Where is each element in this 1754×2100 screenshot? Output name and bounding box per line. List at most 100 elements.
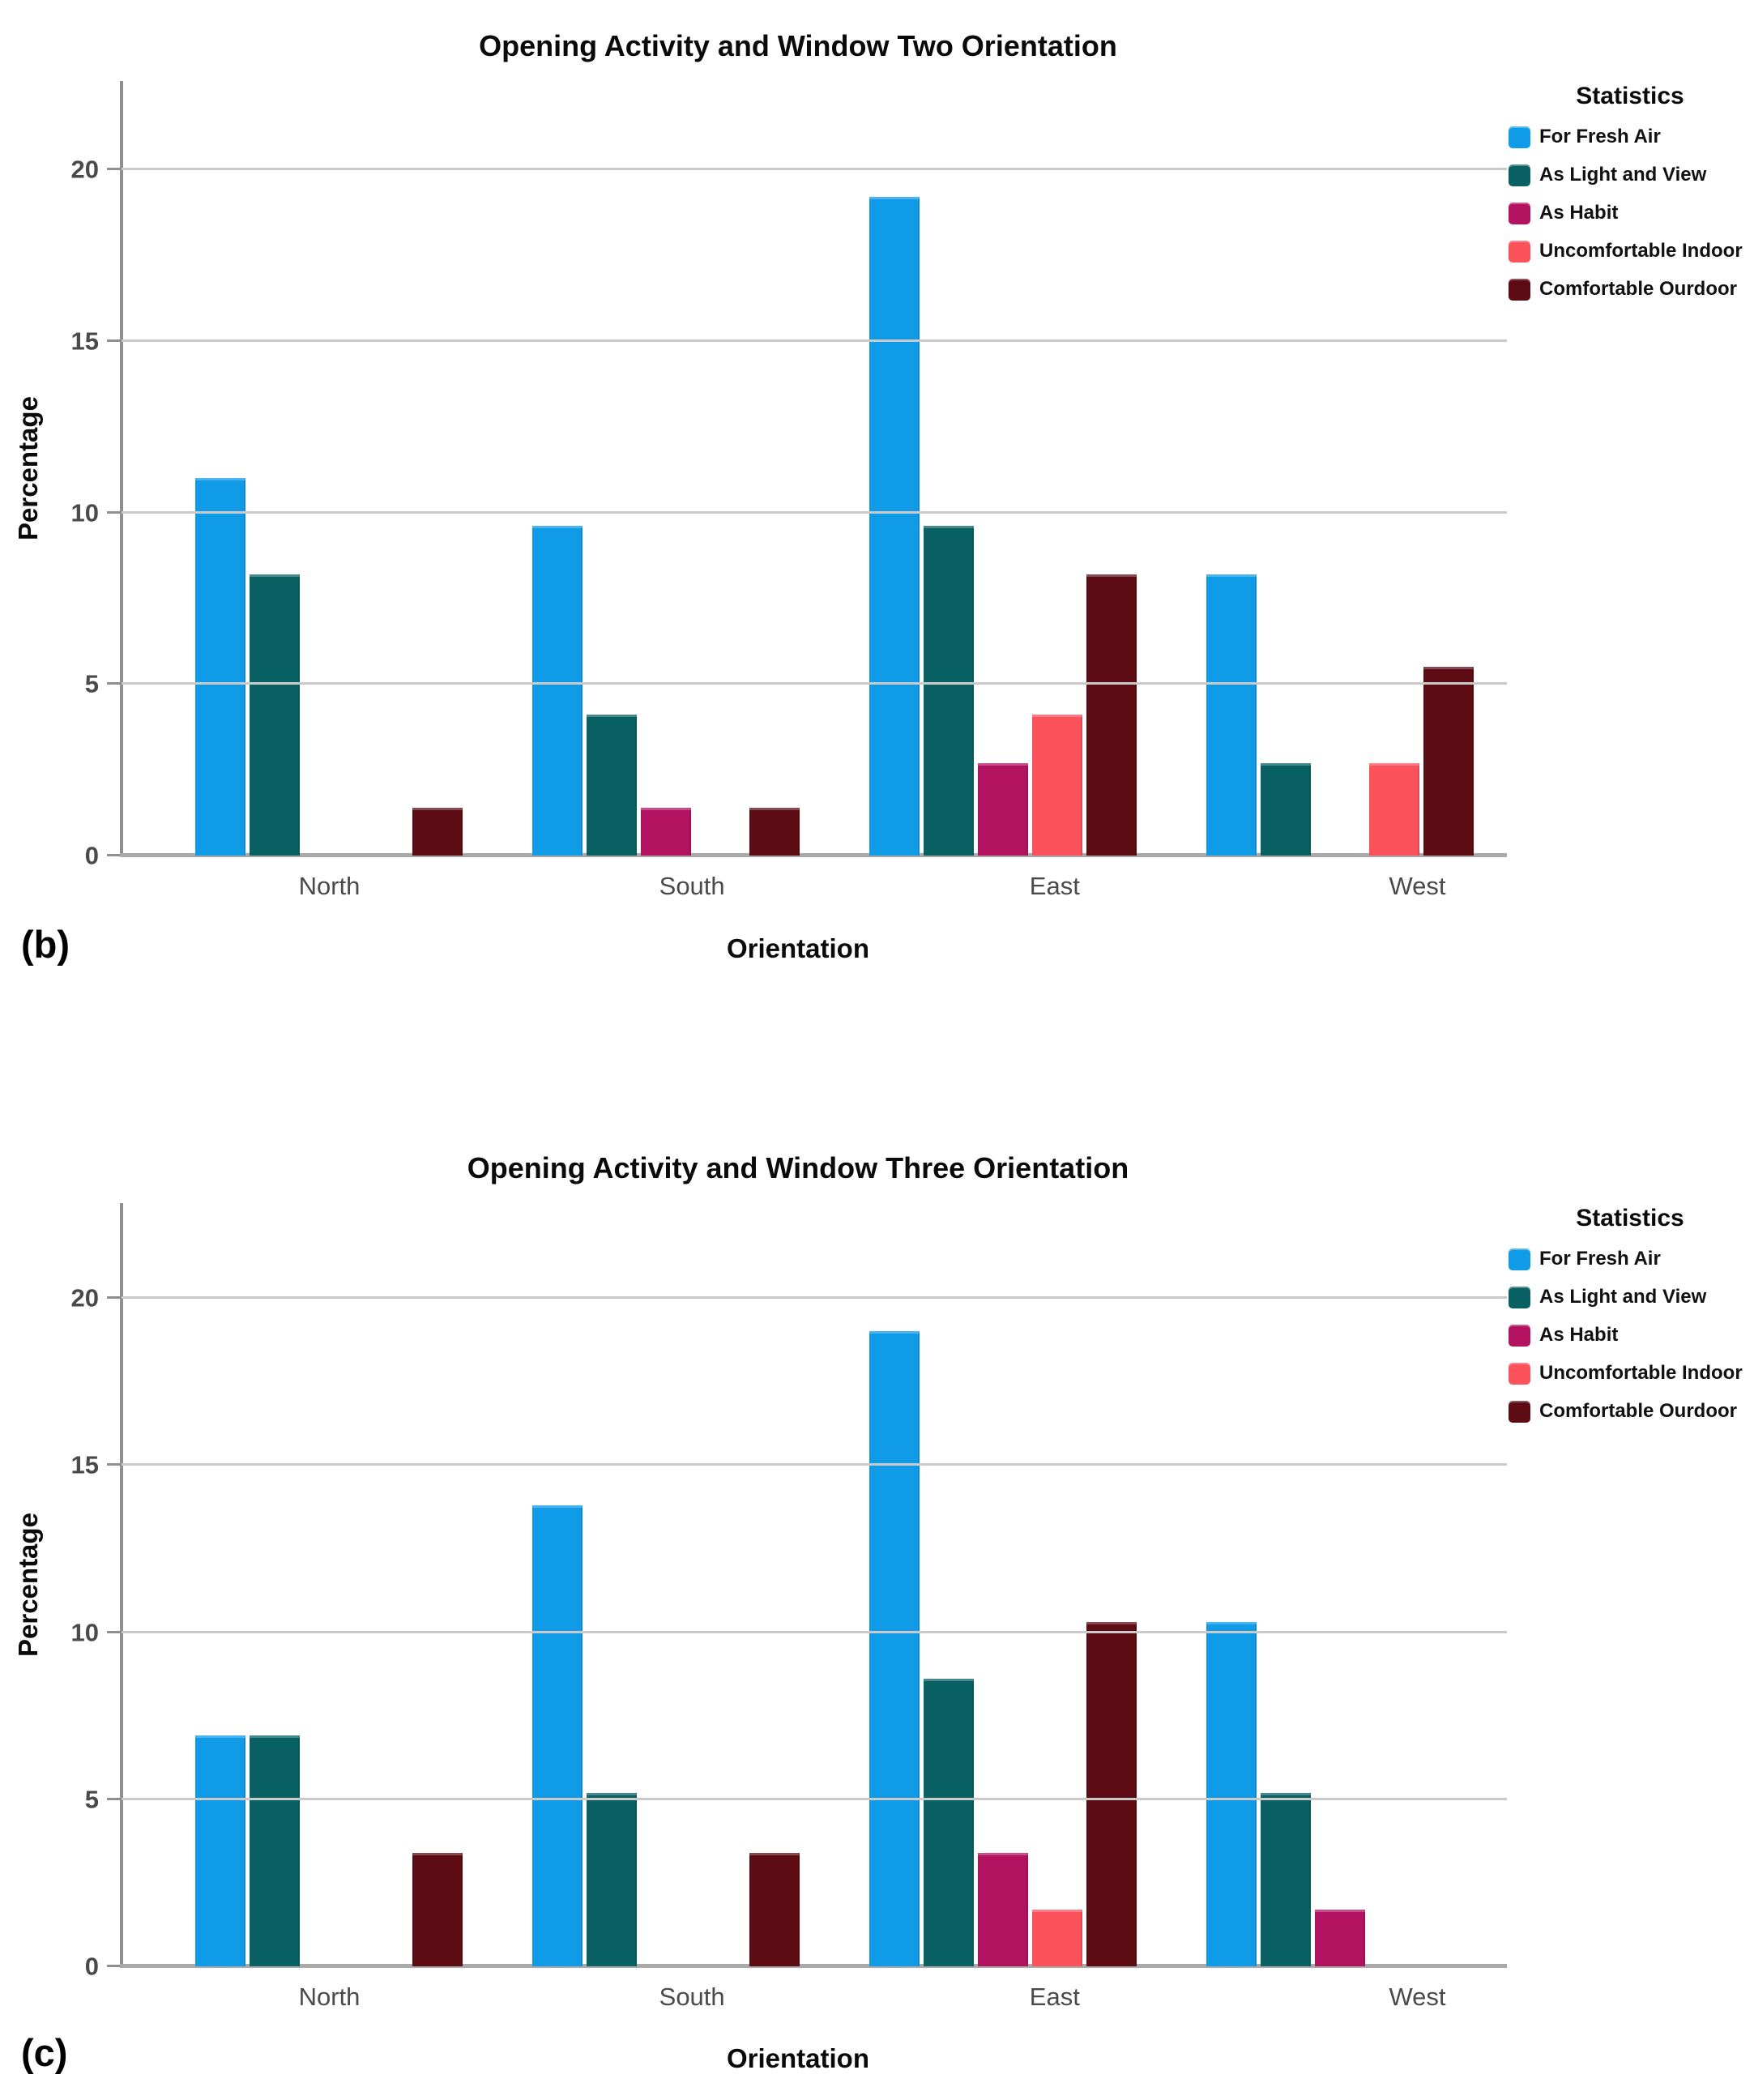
legend-entries: For Fresh Air As Light and View As Habit Un… — [1509, 1248, 1752, 1423]
y-tick-label-10: 10 — [70, 498, 99, 527]
legend-swatch-icon — [1509, 1325, 1530, 1347]
bar — [587, 715, 637, 856]
legend-entry-label: For Fresh Air — [1539, 126, 1661, 148]
chart-title-c: Opening Activity and Window Three Orient… — [467, 1151, 1129, 1184]
bar — [1206, 574, 1257, 856]
legend-entry: Uncomfortable Indoor — [1509, 240, 1752, 262]
x-category-label-north: North — [298, 872, 361, 900]
legend-c: Statistics For Fresh Air As Light and Vie… — [1509, 1205, 1752, 1423]
legend-entry-label: As Habit — [1539, 202, 1619, 224]
bar-group-south — [532, 1203, 800, 1966]
bar — [1032, 715, 1082, 856]
y-tick-label-0: 0 — [84, 841, 99, 870]
y-tick-mark-20 — [107, 168, 120, 170]
legend-entry-label: As Light and View — [1539, 164, 1707, 186]
chart-title-b: Opening Activity and Window Two Orientat… — [479, 29, 1117, 62]
panel-label-c: (c) — [21, 2031, 68, 2074]
y-tick-mark-0 — [107, 854, 120, 856]
legend-swatch-icon — [1509, 1363, 1530, 1385]
legend-entry: As Light and View — [1509, 1286, 1752, 1308]
legend-entry: As Light and View — [1509, 164, 1752, 186]
bar — [924, 526, 974, 856]
legend-entry: As Habit — [1509, 202, 1752, 224]
x-axis-title-c: Orientation — [726, 2043, 869, 2073]
x-category-label-east: East — [1029, 872, 1080, 900]
x-category-label-west: West — [1389, 872, 1446, 900]
bar — [978, 762, 1028, 856]
bar — [1423, 667, 1474, 856]
bar — [532, 526, 583, 856]
bar — [1369, 762, 1419, 856]
y-tick-label-20: 20 — [70, 155, 99, 184]
bar-group-west — [1206, 81, 1474, 856]
y-tick-label-15: 15 — [70, 327, 99, 356]
bar — [1086, 1622, 1137, 1966]
bar-group-south — [532, 81, 800, 856]
gridline-15 — [122, 1463, 1507, 1466]
gridline-15 — [122, 339, 1507, 342]
legend-swatch-icon — [1509, 126, 1530, 148]
y-tick-label-5: 5 — [84, 669, 99, 698]
bar-groups — [120, 1203, 1476, 1966]
bar — [749, 1852, 800, 1966]
bar-group-east — [869, 81, 1137, 856]
bar — [1315, 1909, 1365, 1966]
legend-entry: For Fresh Air — [1509, 1248, 1752, 1270]
bar — [749, 807, 800, 856]
gridline-5 — [122, 682, 1507, 685]
gridline-20 — [122, 168, 1507, 170]
y-tick-mark-15 — [107, 1463, 120, 1466]
x-axis-title-b: Orientation — [726, 933, 869, 963]
legend-entry-label: As Light and View — [1539, 1286, 1707, 1308]
legend-entry-label: As Habit — [1539, 1324, 1619, 1347]
y-tick-label-15: 15 — [70, 1450, 99, 1479]
y-tick-label-20: 20 — [70, 1283, 99, 1312]
bar — [641, 807, 691, 856]
legend-entry-label: Uncomfortable Indoor — [1539, 1362, 1743, 1385]
legend-swatch-icon — [1509, 279, 1530, 301]
legend-entry-label: For Fresh Air — [1539, 1248, 1661, 1270]
y-tick-label-5: 5 — [84, 1785, 99, 1814]
panel-label-b: (b) — [21, 923, 70, 966]
bar — [1206, 1622, 1257, 1966]
bar — [869, 196, 920, 856]
legend-b: Statistics For Fresh Air As Light and Vie… — [1509, 83, 1752, 301]
legend-swatch-icon — [1509, 241, 1530, 262]
gridline-5 — [122, 1797, 1507, 1800]
legend-swatch-icon — [1509, 203, 1530, 224]
y-tick-mark-15 — [107, 339, 120, 342]
x-category-label-west: West — [1389, 1983, 1446, 2011]
y-axis-line — [120, 81, 123, 856]
bar-group-west — [1206, 1203, 1474, 1966]
y-tick-mark-10 — [107, 510, 120, 514]
bar-group-north — [195, 1203, 463, 1966]
y-tick-mark-0 — [107, 1965, 120, 1967]
x-category-label-east: East — [1029, 1983, 1080, 2011]
x-category-label-south: South — [659, 1983, 725, 2011]
bar — [1032, 1909, 1082, 1966]
x-category-labels-b: North South East West — [120, 872, 1553, 901]
plot-area-b: 0 5 10 15 20 — [71, 81, 1507, 869]
legend-title: Statistics — [1576, 83, 1684, 109]
x-category-label-north: North — [298, 1983, 361, 2011]
legend-swatch-icon — [1509, 1287, 1530, 1308]
y-tick-label-0: 0 — [84, 1952, 99, 1981]
bar — [869, 1331, 920, 1966]
bar — [1261, 1792, 1311, 1966]
y-tick-mark-5 — [107, 682, 120, 685]
y-tick-mark-10 — [107, 1630, 120, 1633]
bar — [195, 1735, 245, 1966]
y-tick-label-10: 10 — [70, 1618, 99, 1646]
legend-entry: Uncomfortable Indoor — [1509, 1362, 1752, 1385]
y-axis-title-c: Percentage — [13, 1513, 43, 1657]
bar — [250, 1735, 300, 1966]
bar-group-north — [195, 81, 463, 856]
legend-entry: For Fresh Air — [1509, 126, 1752, 148]
bar — [250, 574, 300, 856]
legend-entries: For Fresh Air As Light and View As Habit Un… — [1509, 126, 1752, 301]
gridline-20 — [122, 1296, 1507, 1299]
gridline-10 — [122, 510, 1507, 514]
y-axis-title-b: Percentage — [13, 396, 43, 540]
y-axis-line — [120, 1203, 123, 1966]
